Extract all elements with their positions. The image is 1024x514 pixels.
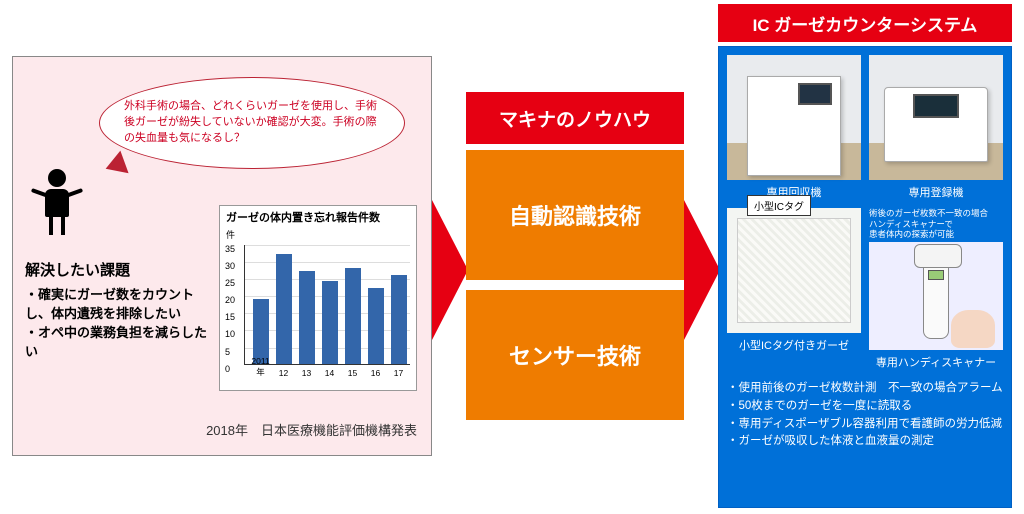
chart-unit: 件 (226, 228, 410, 241)
bullet-item: ・使用前後のガーゼ枚数計測 不一致の場合アラーム (727, 380, 1003, 398)
bullet-item: ・ガーゼが吸収した体液と血液量の測定 (727, 433, 1003, 451)
bullet-item: ・専用ディスポーザブル容器利用で看護師の労力低減 (727, 416, 1003, 434)
scanner-note: 術後のガーゼ枚数不一致の場合ハンディスキャナーで患者体内の探索が可能 (869, 208, 1003, 240)
bullet-item: ・50枚までのガーゼを一度に読取る (727, 398, 1003, 416)
device-image-collector (727, 55, 861, 180)
scanner-caption: 専用ハンディスキャナー (869, 354, 1003, 370)
device-caption: 専用登録機 (869, 184, 1003, 200)
arrow-icon (684, 200, 720, 340)
speech-bubble: 外科手術の場合、どれくらいガーゼを使用し、手術後ガーゼが紛失していないか確認が大… (99, 77, 405, 169)
issue-item: ・確実にガーゼ数をカウントし、体内遺残を排除したい (25, 286, 213, 324)
system-panel: 専用回収機 専用登録機 小型ICタグ 小型ICタグ付きガーゼ 術後のガーゼ枚数不… (718, 46, 1012, 508)
issues-list: ・確実にガーゼ数をカウントし、体内遺残を排除したい ・オペ中の業務負担を減らした… (25, 286, 213, 361)
feature-bullets: ・使用前後のガーゼ枚数計測 不一致の場合アラーム ・50枚までのガーゼを一度に読… (727, 380, 1003, 451)
tech-box-auto-id: 自動認識技術 (466, 150, 684, 280)
system-title: IC ガーゼカウンターシステム (718, 4, 1012, 42)
device-image-register (869, 55, 1003, 180)
speech-text: 外科手術の場合、どれくらいガーゼを使用し、手術後ガーゼが紛失していないか確認が大… (124, 99, 380, 147)
issues-title: 解決したい課題 (25, 255, 213, 286)
bar-chart: ガーゼの体内置き忘れ報告件数 件 051015202530352011年1213… (219, 205, 417, 391)
speech-tail (104, 153, 128, 178)
knowhow-header: マキナのノウハウ (466, 92, 684, 144)
chart-source: 2018年 日本医療機能評価機構発表 (13, 420, 417, 439)
issues-block: 解決したい課題 ・確実にガーゼ数をカウントし、体内遺残を排除したい ・オペ中の業… (25, 255, 213, 361)
arrow-icon (432, 200, 468, 340)
chart-title: ガーゼの体内置き忘れ報告件数 (226, 212, 410, 226)
problem-panel: 外科手術の場合、どれくらいガーゼを使用し、手術後ガーゼが紛失していないか確認が大… (12, 56, 432, 456)
scanner-image (869, 242, 1003, 350)
chart-plot-area: 051015202530352011年121314151617 (244, 245, 410, 365)
ic-tag-label: 小型ICタグ (747, 195, 811, 216)
person-icon (35, 169, 79, 233)
tech-box-sensor: センサー技術 (466, 290, 684, 420)
gauze-caption: 小型ICタグ付きガーゼ (727, 337, 861, 353)
issue-item: ・オペ中の業務負担を減らしたい (25, 324, 213, 362)
gauze-image (727, 208, 861, 333)
